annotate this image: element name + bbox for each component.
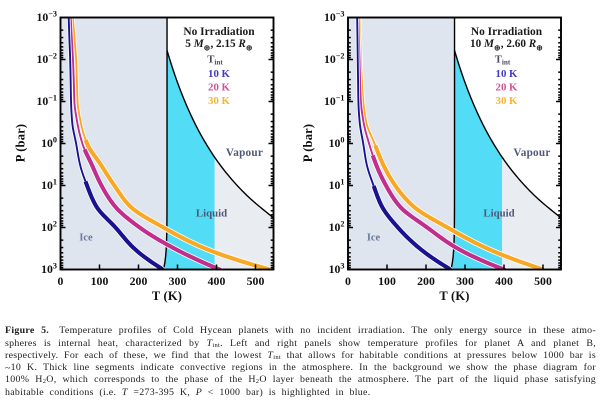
svg-text:R: R <box>237 38 246 50</box>
svg-text:10−1: 10−1 <box>36 94 57 108</box>
svg-text:Liquid: Liquid <box>196 207 227 219</box>
svg-text:P (bar): P (bar) <box>14 124 28 163</box>
svg-text:102: 102 <box>41 220 57 234</box>
svg-text:Liquid: Liquid <box>483 207 514 219</box>
svg-text:400: 400 <box>495 274 513 288</box>
svg-text:200: 200 <box>130 274 148 288</box>
svg-text:P (bar): P (bar) <box>301 124 315 163</box>
svg-text:Ice: Ice <box>367 233 381 244</box>
svg-text:, 2.15: , 2.15 <box>210 38 236 50</box>
svg-text:30 K: 30 K <box>208 95 230 107</box>
svg-text:100: 100 <box>378 274 396 288</box>
svg-text:10−3: 10−3 <box>36 10 57 24</box>
svg-text:No Irradiation: No Irradiation <box>471 26 543 38</box>
svg-text:10−1: 10−1 <box>324 94 345 108</box>
svg-text:101: 101 <box>329 178 345 192</box>
svg-text:20 K: 20 K <box>496 82 518 94</box>
svg-text:300: 300 <box>169 274 187 288</box>
svg-text:100: 100 <box>329 136 345 150</box>
svg-text:R: R <box>528 38 537 50</box>
svg-text:102: 102 <box>329 220 345 234</box>
svg-text:Ice: Ice <box>79 233 93 244</box>
svg-text:100: 100 <box>41 136 57 150</box>
svg-text:10: 10 <box>470 38 482 50</box>
svg-text:10 K: 10 K <box>496 68 518 80</box>
svg-text:0: 0 <box>345 274 351 288</box>
svg-text:20 K: 20 K <box>208 82 230 94</box>
svg-text:M: M <box>483 38 495 50</box>
svg-text:500: 500 <box>247 274 265 288</box>
svg-text:30 K: 30 K <box>496 95 518 107</box>
svg-text:10 K: 10 K <box>208 68 230 80</box>
svg-text:, 2.60: , 2.60 <box>501 38 527 50</box>
svg-text:0: 0 <box>58 274 64 288</box>
svg-text:Vapour: Vapour <box>513 147 550 159</box>
svg-text:101: 101 <box>41 178 57 192</box>
svg-text:10−2: 10−2 <box>36 52 57 66</box>
svg-text:5: 5 <box>185 38 191 50</box>
svg-text:500: 500 <box>534 274 552 288</box>
svg-text:100: 100 <box>91 274 109 288</box>
svg-text:10−2: 10−2 <box>324 52 345 66</box>
svg-text:No Irradiation: No Irradiation <box>183 26 255 38</box>
svg-text:T (K): T (K) <box>439 289 469 303</box>
svg-text:400: 400 <box>208 274 226 288</box>
svg-text:300: 300 <box>456 274 474 288</box>
svg-text:Vapour: Vapour <box>226 147 263 159</box>
svg-text:T (K): T (K) <box>152 289 182 303</box>
svg-text:103: 103 <box>41 262 57 276</box>
svg-text:M: M <box>193 38 205 50</box>
svg-text:10−3: 10−3 <box>324 10 345 24</box>
svg-text:103: 103 <box>329 262 345 276</box>
svg-text:200: 200 <box>417 274 435 288</box>
